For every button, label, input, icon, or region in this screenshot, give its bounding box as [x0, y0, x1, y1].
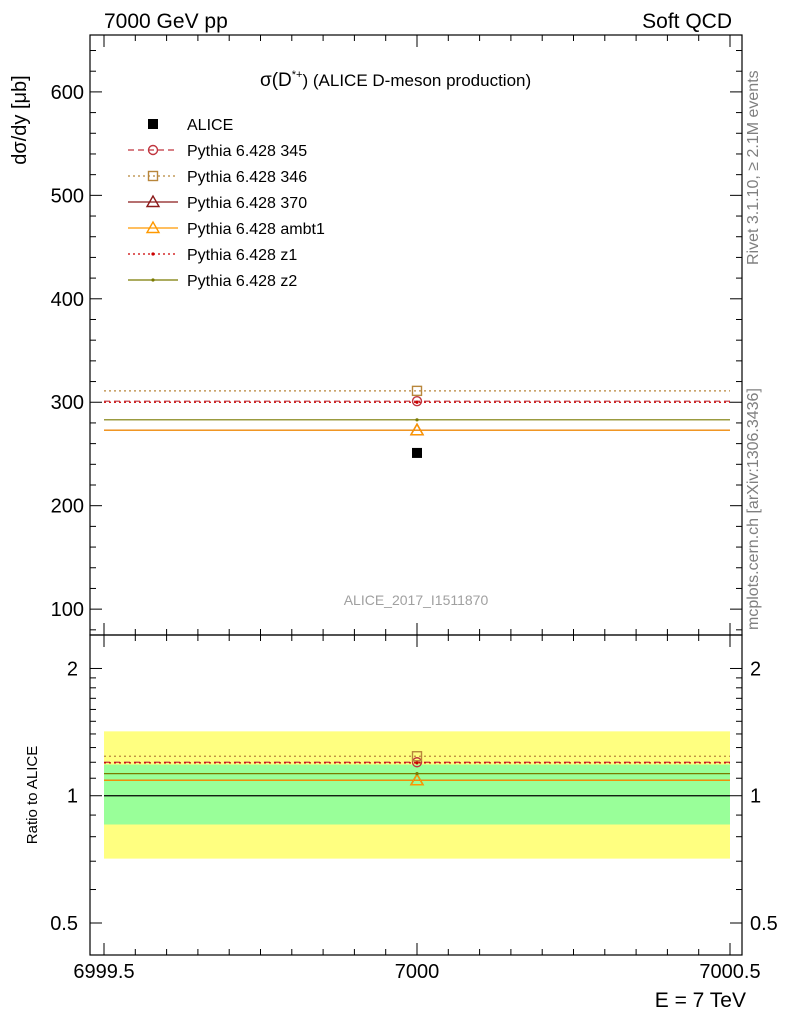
legend-marker-6	[151, 278, 155, 282]
ratio-point-0	[411, 757, 423, 768]
main-point-6	[415, 418, 419, 422]
main-title-sup: *+	[292, 69, 303, 81]
main-title-suffix: ) (ALICE D-meson production)	[303, 71, 532, 90]
main-point-5	[415, 400, 419, 404]
main-title: σ(D*+) (ALICE D-meson production)	[260, 69, 531, 91]
legend-marker-0	[148, 119, 158, 129]
main-y-tick-label: 500	[51, 185, 84, 207]
mcplots-label: mcplots.cern.ch [arXiv:1306.3436]	[745, 388, 762, 630]
ratio-bands	[104, 731, 730, 859]
ratio-point-3	[409, 772, 425, 786]
ratio-frame	[89, 634, 743, 956]
main-point-4	[409, 422, 425, 436]
x-tick-label: 7000.5	[699, 961, 760, 983]
legend-marker-3	[145, 194, 161, 208]
main-ylabel: dσ/dy [μb]	[9, 75, 31, 164]
ratio-ylabel: Ratio to ALICE	[24, 746, 41, 844]
ratio-point-4	[415, 761, 419, 765]
ratio-y-tick-label: 2	[67, 658, 78, 680]
legend-marker-2	[147, 170, 159, 182]
legend-label-1: Pythia 6.428 345	[187, 143, 307, 160]
main-y-tick-label: 600	[51, 82, 84, 104]
main-y-tick-label: 300	[51, 392, 84, 414]
main-y-tick-label: 400	[51, 289, 84, 311]
legend-label-4: Pythia 6.428 ambt1	[187, 221, 325, 238]
legend: ALICE Pythia 6.428 345 Pythia 6.428 346 Pyt…	[128, 117, 325, 290]
main-point-0	[412, 447, 422, 458]
ratio-point-1	[411, 751, 423, 762]
header-left: 7000 GeV pp	[104, 10, 228, 33]
x-axis-label: E = 7 TeV	[655, 989, 746, 1012]
main-point-2	[411, 385, 423, 397]
header-right: Soft QCD	[642, 10, 732, 33]
ratio-y-tick-label-right: 2	[750, 658, 761, 680]
ratio-y-tick-label-right: 0.5	[750, 913, 778, 935]
x-tick-label: 7000	[395, 961, 440, 983]
legend-label-2: Pythia 6.428 346	[187, 169, 307, 186]
legend-label-0: ALICE	[187, 117, 233, 134]
legend-label-6: Pythia 6.428 z2	[187, 273, 297, 290]
main-title-prefix: σ(D	[260, 70, 292, 91]
legend-marker-1	[147, 144, 159, 156]
main-y-tick-label: 200	[51, 496, 84, 518]
main-y-tick-label: 100	[51, 599, 84, 621]
legend-marker-5	[151, 252, 155, 256]
rivet-version-label: Rivet 3.1.10, ≥ 2.1M events	[745, 70, 762, 265]
ratio-point-5	[415, 772, 419, 776]
ratio-series	[104, 751, 730, 786]
analysis-watermark: ALICE_2017_I1511870	[344, 592, 489, 608]
ratio-y-tick-label-right: 1	[750, 786, 761, 808]
legend-marker-4	[145, 220, 161, 234]
ratio-axes: 0.5 0.5 1 1 2 2 6999.5 7000 7000.5	[50, 634, 778, 983]
main-series	[104, 385, 730, 458]
legend-label-5: Pythia 6.428 z1	[187, 247, 297, 264]
main-point-1	[411, 396, 423, 407]
ratio-y-tick-label: 1	[67, 786, 78, 808]
main-point-3	[409, 422, 425, 436]
legend-label-3: Pythia 6.428 370	[187, 195, 307, 212]
x-tick-label: 6999.5	[73, 961, 134, 983]
ratio-y-tick-label: 0.5	[50, 913, 78, 935]
